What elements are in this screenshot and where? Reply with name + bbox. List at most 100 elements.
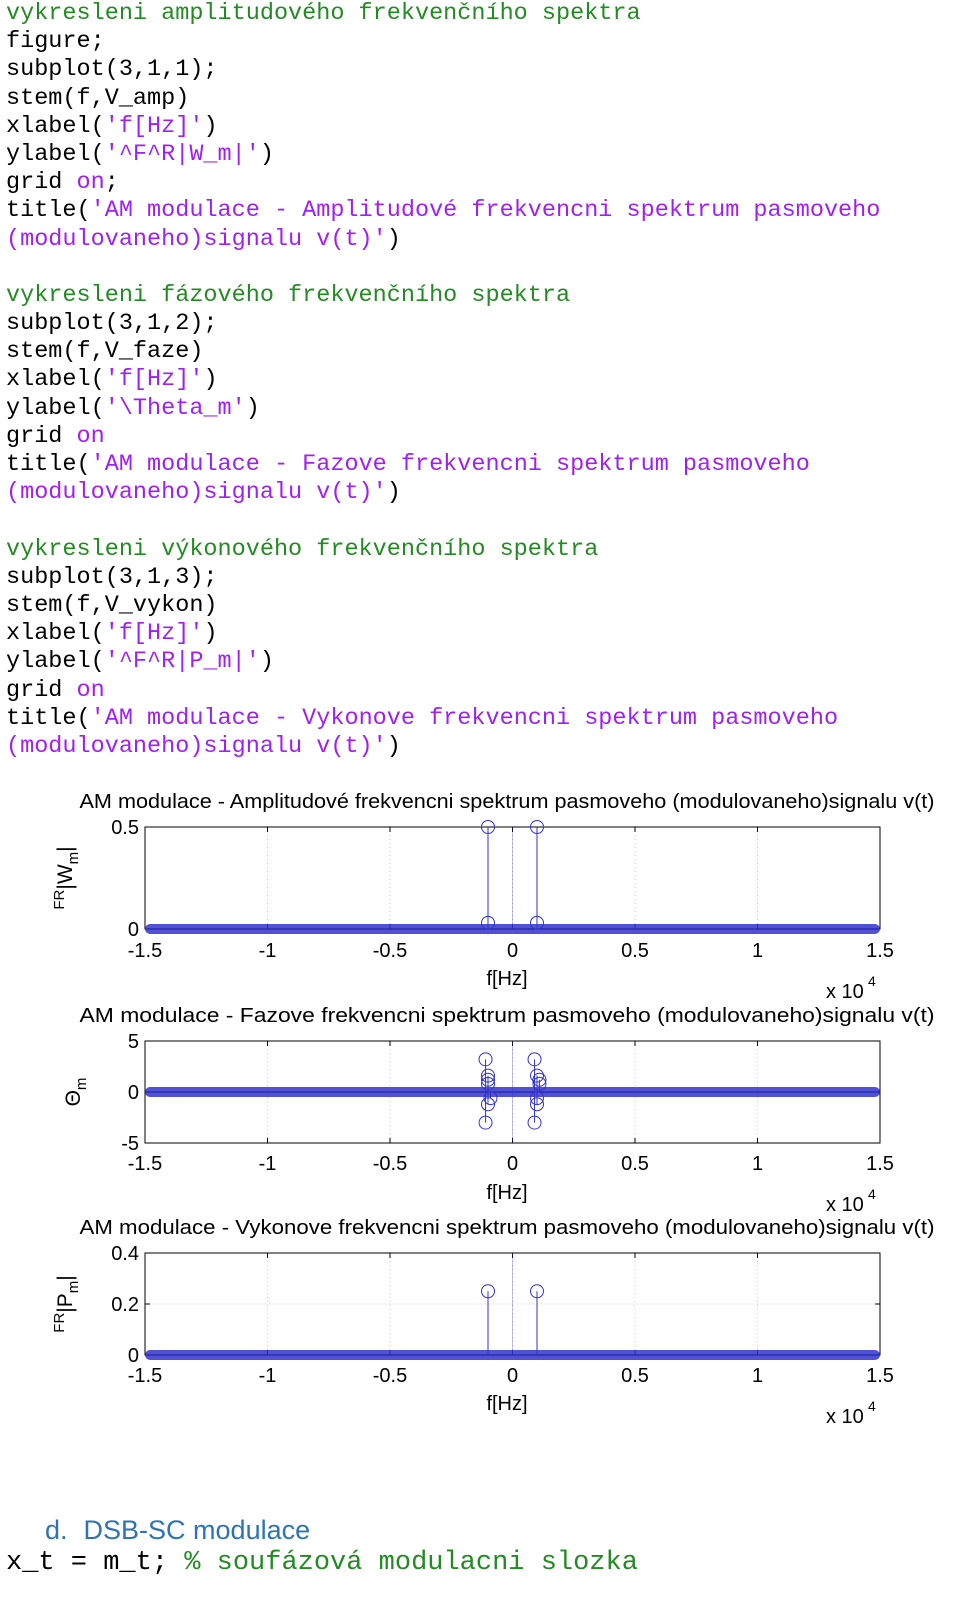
code-string: 'AM modulace - Vykonove frekvencni spekt… bbox=[90, 704, 839, 732]
code-line: ylabel('^F^R|P_m|') bbox=[6, 648, 880, 676]
x-tick-label: -0.5 bbox=[373, 1365, 407, 1387]
code-line: vykresleni výkonového frekvenčního spekt… bbox=[6, 536, 880, 564]
stem-marker bbox=[527, 1052, 542, 1067]
x-tick-label: -1.5 bbox=[128, 1365, 162, 1387]
code-string: '^F^R|W_m|' bbox=[104, 140, 260, 168]
code-token: figure; bbox=[6, 28, 105, 56]
y-tick-label: 0.5 bbox=[111, 817, 139, 839]
x-tick-label: 0 bbox=[507, 1153, 518, 1175]
code-line: xlabel('f[Hz]') bbox=[6, 113, 880, 141]
y-tick-label: 5 bbox=[128, 1031, 139, 1053]
code-token: title( bbox=[6, 197, 91, 225]
code-line: grid on; bbox=[6, 169, 880, 197]
code-token: ) bbox=[386, 479, 401, 507]
y-tick-label: 0 bbox=[128, 1345, 139, 1367]
stem-marker bbox=[481, 1097, 495, 1112]
code-line: grid on bbox=[6, 677, 880, 705]
code-token: stem(f,V_amp) bbox=[6, 84, 190, 112]
code-line: grid on bbox=[6, 423, 880, 451]
code-string: 'f[Hz]' bbox=[104, 366, 204, 394]
code-string: on bbox=[76, 422, 105, 450]
code-string: (modulovaneho)signalu v(t)' bbox=[6, 732, 387, 760]
x-tick-label: 0 bbox=[507, 940, 518, 962]
code-line: subplot(3,1,1); bbox=[6, 56, 880, 84]
x-tick-label: 0.5 bbox=[621, 1153, 649, 1175]
x-tick-label: 0.5 bbox=[621, 940, 649, 962]
code-line: figure; bbox=[6, 28, 880, 56]
code-comment: % soufázová modulacni slozka bbox=[184, 1548, 638, 1578]
x-tick-label: 0.5 bbox=[621, 1365, 649, 1387]
stem-marker bbox=[483, 1091, 498, 1106]
code-line: title('AM modulace - Fazove frekvencni s… bbox=[6, 451, 880, 479]
y-axis-label: FR|Pm| bbox=[51, 1275, 82, 1332]
matlab-code-block: vykresleni amplitudového frekvenčního sp… bbox=[6, 0, 880, 761]
code-string: on bbox=[76, 169, 105, 197]
x-tick-label: 1 bbox=[752, 1153, 763, 1175]
code-token: title( bbox=[6, 451, 91, 478]
code-token: ) bbox=[203, 620, 218, 648]
code-token: ) bbox=[245, 394, 260, 422]
code-token: subplot(3,1,3); bbox=[6, 563, 218, 591]
code-line: xlabel('f[Hz]') bbox=[6, 620, 880, 648]
y-tick-label: -5 bbox=[121, 1133, 139, 1155]
x-axis-label: f[Hz] bbox=[486, 1182, 527, 1204]
x-tick-label: 1.5 bbox=[866, 1153, 894, 1175]
x-axis-label: f[Hz] bbox=[486, 1393, 527, 1415]
stem-marker bbox=[530, 820, 544, 834]
code-token: xlabel( bbox=[6, 112, 105, 140]
code-comment: vykresleni výkonového frekvenčního spekt… bbox=[6, 535, 599, 563]
x-tick-label: 1 bbox=[752, 940, 763, 962]
code-token: subplot(3,1,2); bbox=[6, 310, 218, 338]
code-token: ) bbox=[386, 732, 401, 760]
x-tick-label: 1.5 bbox=[866, 1365, 894, 1387]
y-tick-label: 0 bbox=[128, 1082, 139, 1104]
x-tick-label: -0.5 bbox=[373, 940, 407, 962]
stem-marker bbox=[481, 915, 495, 930]
code-line: title('AM modulace - Amplitudové frekven… bbox=[6, 197, 880, 225]
code-token: ) bbox=[203, 112, 218, 140]
code-line: subplot(3,1,2); bbox=[6, 310, 880, 338]
stem-marker bbox=[532, 1072, 547, 1087]
code-line: vykresleni amplitudového frekvenčního sp… bbox=[6, 0, 880, 28]
code-token: grid bbox=[6, 676, 77, 704]
code-line: subplot(3,1,3); bbox=[6, 564, 880, 592]
y-axis-label: Θm bbox=[62, 1078, 90, 1107]
stem-marker bbox=[527, 1115, 542, 1130]
code-line: (modulovaneho)signalu v(t)') bbox=[6, 733, 880, 761]
code-line: stem(f,V_amp) bbox=[6, 85, 880, 113]
code-line bbox=[6, 254, 880, 282]
code-token: ) bbox=[259, 140, 274, 168]
code-line: stem(f,V_faze) bbox=[6, 338, 880, 366]
x-axis-multiplier: x 10 bbox=[826, 1406, 864, 1428]
x-axis-exponent: 4 bbox=[868, 973, 876, 989]
plot-title: AM modulace - Fazove frekvencni spektrum… bbox=[80, 1005, 935, 1027]
code-line: (modulovaneho)signalu v(t)') bbox=[6, 226, 880, 254]
code-string: (modulovaneho)signalu v(t)' bbox=[6, 225, 387, 253]
section-title: DSB-SC modulace bbox=[83, 1515, 311, 1545]
plot-title: AM modulace - Amplitudové frekvencni spe… bbox=[80, 791, 935, 813]
x-tick-label: 0 bbox=[507, 1365, 518, 1387]
code-comment: vykresleni amplitudového frekvenčního sp… bbox=[6, 0, 641, 27]
x-tick-label: -0.5 bbox=[373, 1153, 407, 1175]
x-axis-exponent: 4 bbox=[868, 1398, 876, 1414]
x-tick-label: 1 bbox=[752, 1365, 763, 1387]
code-last-line: x_t = m_t; % soufázová modulacni slozka bbox=[6, 1548, 638, 1578]
x-tick-label: -1 bbox=[259, 1153, 277, 1175]
stem-marker bbox=[481, 1284, 495, 1299]
y-axis-label-part: FR bbox=[51, 1313, 68, 1333]
code-string: on bbox=[76, 676, 105, 704]
x-axis-multiplier: x 10 bbox=[826, 1194, 864, 1216]
code-token: stem(f,V_faze) bbox=[6, 338, 204, 366]
code-string: 'AM modulace - Amplitudové frekvencni sp… bbox=[90, 197, 881, 225]
x-axis-label: f[Hz] bbox=[486, 968, 527, 990]
code-token: ) bbox=[203, 366, 218, 394]
code-token: ; bbox=[104, 169, 119, 197]
code-line bbox=[6, 507, 880, 535]
y-axis-label-part: FR bbox=[51, 889, 68, 909]
y-axis-label-part: m bbox=[65, 1281, 82, 1294]
x-tick-label: -1.5 bbox=[128, 1153, 162, 1175]
code-string: '\Theta_m' bbox=[104, 394, 246, 422]
y-axis-label-part: | bbox=[54, 846, 77, 851]
code-token: ) bbox=[386, 225, 401, 253]
x-tick-label: -1 bbox=[259, 1365, 277, 1387]
